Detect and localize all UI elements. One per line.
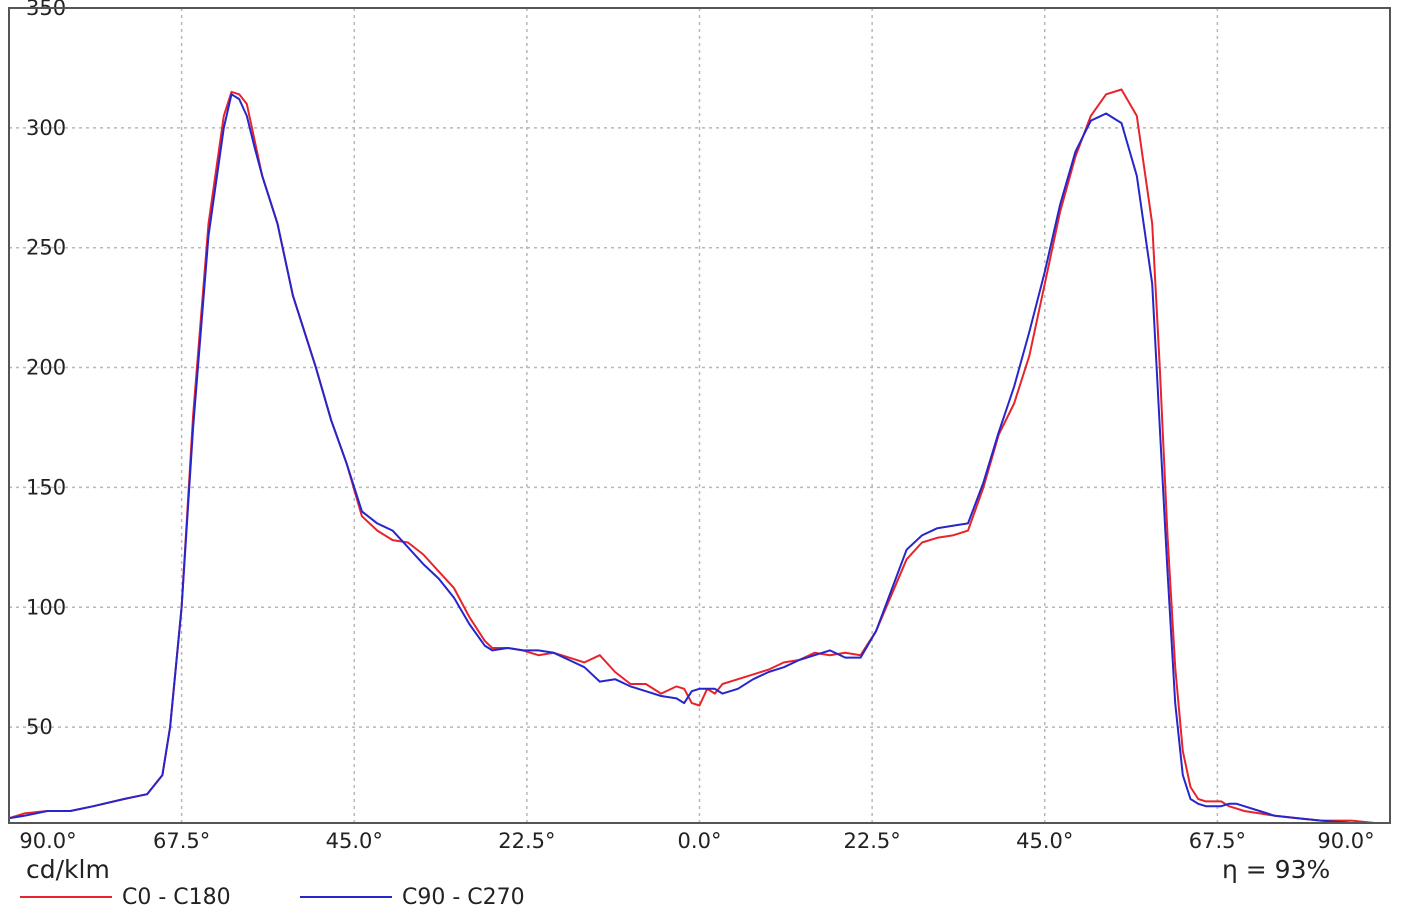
x-axis-ticks: 90.0° 67.5° 45.0° 22.5° 0.0° 22.5° 45.0° 67.5° 9… [19,829,1374,853]
grid [9,8,1390,823]
legend-swatch-c90-c270 [300,896,392,898]
y-tick-label: 50 [26,715,53,739]
x-tick-label: 0.0° [678,829,722,853]
y-axis-ticks: 50 100 150 200 250 300 350 [26,0,66,739]
plot-frame [8,7,1391,824]
y-tick-label: 350 [26,0,66,20]
x-tick-label: 22.5° [498,829,555,853]
series [8,88,1390,824]
y-tick-label: 300 [26,116,66,140]
y-tick-label: 150 [26,475,66,499]
x-tick-label: 90.0° [1317,829,1374,853]
y-tick-label: 100 [26,595,66,619]
y-tick-label: 200 [26,356,66,380]
x-tick-label: 90.0° [19,829,76,853]
legend-item-c90-c270: C90 - C270 [300,882,525,912]
x-tick-label: 45.0° [1016,829,1073,853]
series-line-c90-c270 [8,93,1390,824]
series-line-c0-c180 [8,88,1390,824]
y-axis-unit-label: cd/klm [26,855,110,884]
y-tick-label: 250 [26,236,66,260]
legend-label-c90-c270: C90 - C270 [402,884,525,910]
efficiency-label: η = 93% [1222,855,1331,884]
legend-label-c0-c180: C0 - C180 [122,884,231,910]
legend-swatch-c0-c180 [20,896,112,898]
x-tick-label: 45.0° [326,829,383,853]
legend-item-c0-c180: C0 - C180 [20,882,231,912]
x-tick-label: 22.5° [843,829,900,853]
x-tick-label: 67.5° [1189,829,1246,853]
x-tick-label: 67.5° [153,829,210,853]
